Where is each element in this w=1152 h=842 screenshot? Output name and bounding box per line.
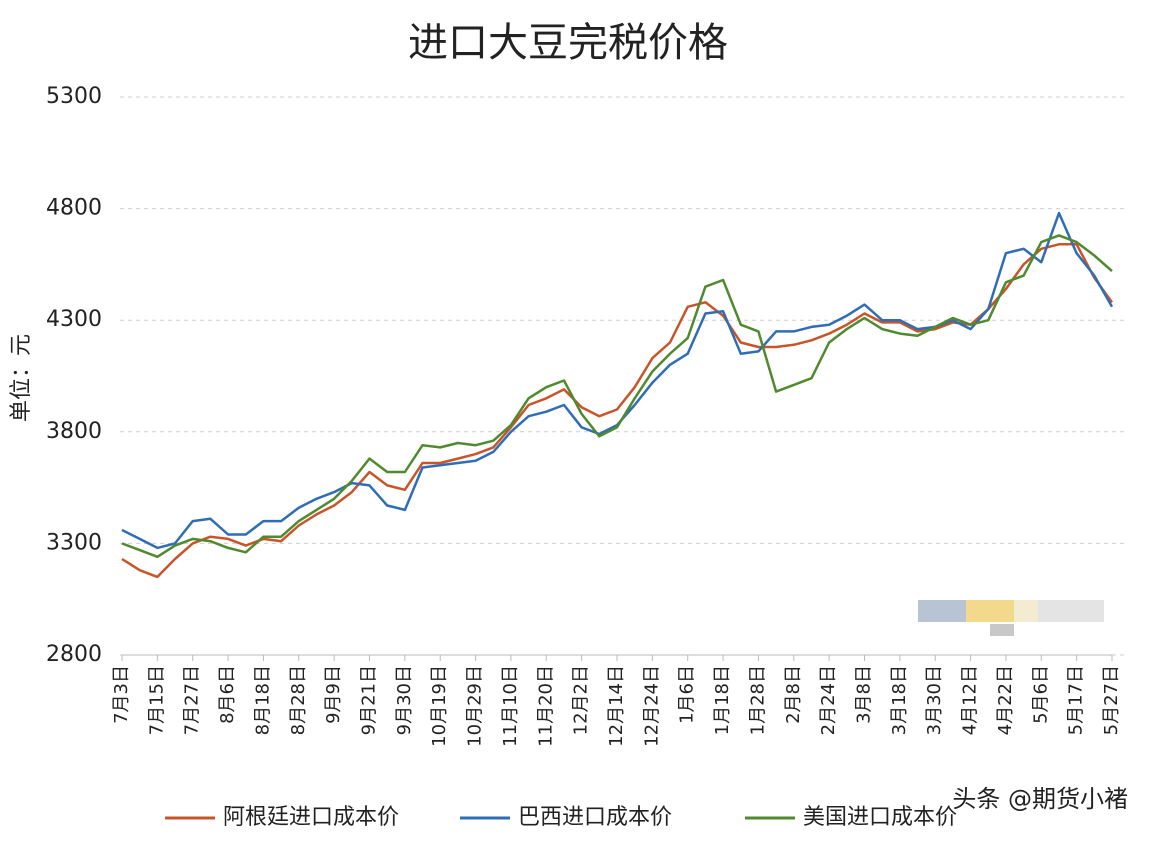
- legend-label: 美国进口成本价: [803, 805, 957, 830]
- x-tick-label: 2月8日: [783, 665, 804, 724]
- x-tick-label: 5月17日: [1066, 665, 1087, 735]
- x-tick-label: 1月6日: [677, 665, 698, 724]
- x-tick-label: 8月18日: [252, 665, 273, 735]
- x-tick-label: 12月24日: [641, 665, 662, 747]
- x-tick-label: 1月28日: [747, 665, 768, 735]
- x-tick-label: 7月15日: [146, 665, 167, 735]
- y-tick-label: 4800: [46, 196, 102, 221]
- x-tick-label: 12月2日: [571, 665, 592, 735]
- chart-title: 进口大豆完税价格: [408, 20, 728, 66]
- y-tick-label: 2800: [46, 642, 102, 667]
- x-tick-label: 12月14日: [606, 665, 627, 747]
- x-tick-label: 9月30日: [394, 665, 415, 735]
- x-tick-label: 10月19日: [429, 665, 450, 747]
- watermark: 头条 @期货小褚: [952, 785, 1128, 813]
- legend-label: 阿根廷进口成本价: [223, 805, 399, 830]
- x-tick-label: 10月29日: [465, 665, 486, 747]
- series-line: [121, 234, 1113, 559]
- x-tick-label: 5月27日: [1101, 665, 1122, 735]
- y-tick-label: 4300: [46, 307, 102, 332]
- x-tick-label: 3月18日: [889, 665, 910, 735]
- x-tick-label: 5月6日: [1030, 665, 1051, 724]
- redacted-box: [918, 600, 1104, 636]
- x-tick-label: 9月9日: [323, 665, 344, 724]
- x-tick-label: 11月20日: [535, 665, 556, 747]
- y-tick-label: 3800: [46, 419, 102, 444]
- x-tick-label: 11月10日: [500, 665, 521, 747]
- x-tick-label: 8月28日: [288, 665, 309, 735]
- x-tick-label: 4月12日: [960, 665, 981, 735]
- x-tick-label: 2月24日: [818, 665, 839, 735]
- x-tick-label: 1月18日: [712, 665, 733, 735]
- x-tick-label: 9月21日: [359, 665, 380, 735]
- x-tick-label: 3月8日: [854, 665, 875, 724]
- y-tick-label: 5300: [46, 84, 102, 109]
- y-tick-label: 3300: [46, 530, 102, 555]
- x-tick-label: 8月6日: [217, 665, 238, 724]
- legend-label: 巴西进口成本价: [518, 805, 672, 830]
- series-line: [121, 211, 1114, 550]
- x-tick-label: 3月30日: [924, 665, 945, 735]
- x-tick-label: 7月27日: [182, 665, 203, 735]
- y-axis-title: 单位：元: [9, 334, 34, 422]
- series-line: [121, 243, 1114, 579]
- x-tick-label: 7月3日: [111, 665, 132, 724]
- x-tick-label: 4月22日: [995, 665, 1016, 735]
